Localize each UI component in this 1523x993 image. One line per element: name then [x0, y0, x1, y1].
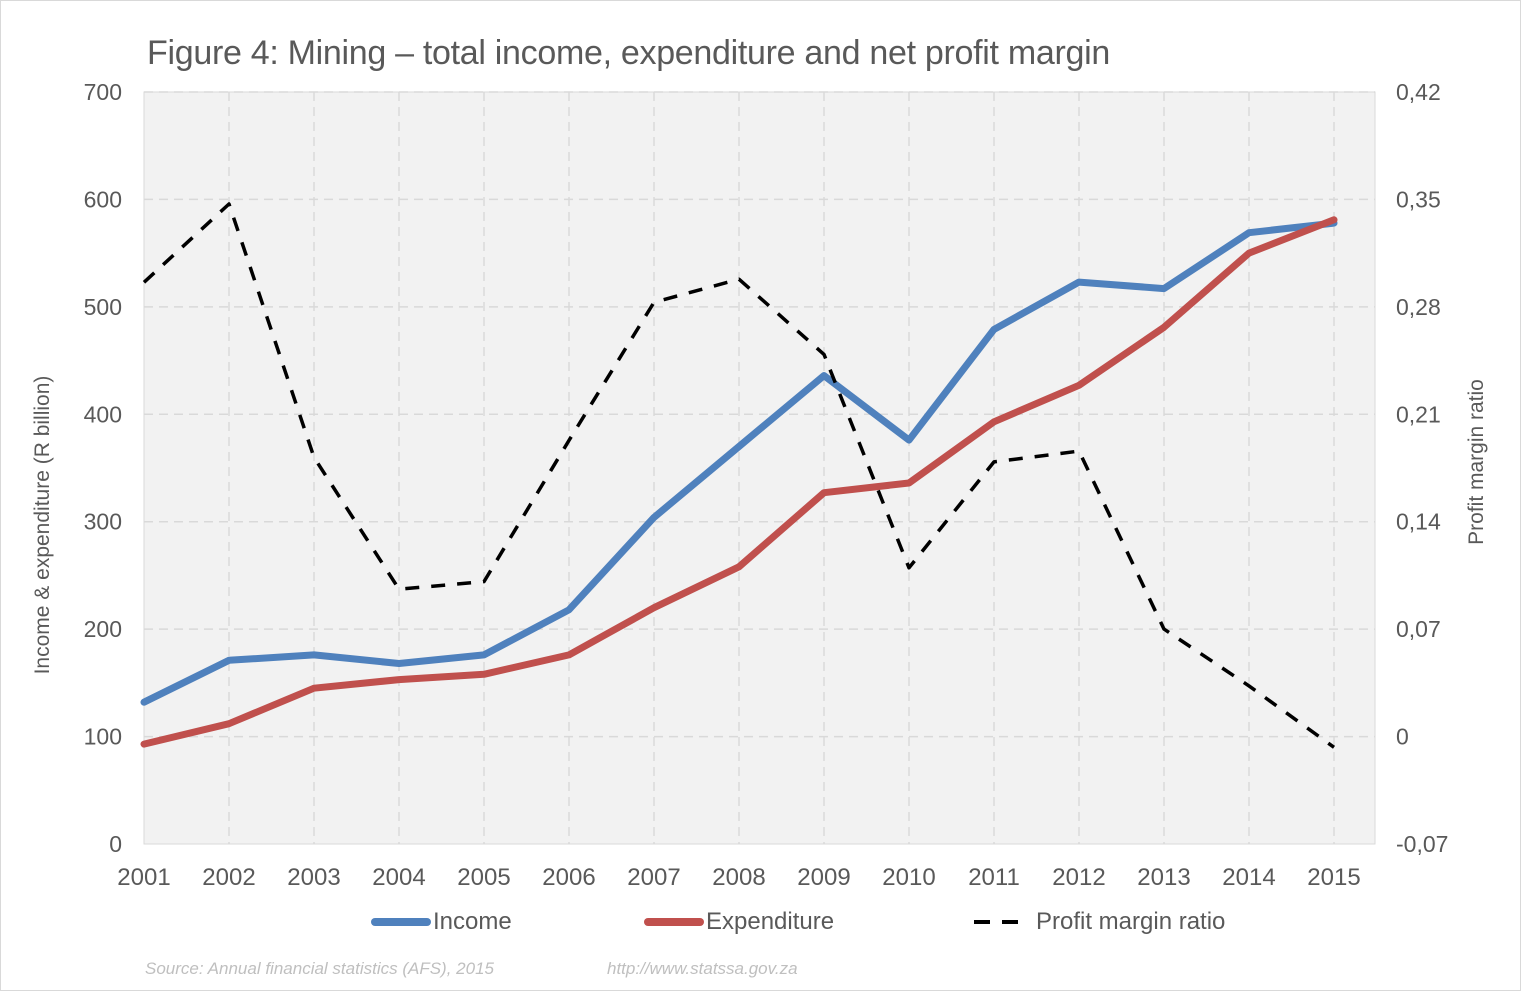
legend-label-income: Income [433, 908, 512, 935]
legend-swatch-expenditure [644, 918, 704, 926]
x-tick-label: 2010 [882, 864, 935, 891]
x-tick-label: 2015 [1307, 864, 1360, 891]
y2-tick-label: 0,14 [1396, 509, 1441, 535]
x-tick-label: 2008 [712, 864, 765, 891]
series-lines [140, 202, 1338, 749]
x-tick-label: 2013 [1137, 864, 1190, 891]
y-tick-label: 200 [84, 616, 122, 642]
gridlines [144, 91, 1375, 844]
series-line-income [140, 219, 1338, 706]
x-tick-label: 2001 [117, 864, 170, 891]
legend-label-profit-margin: Profit margin ratio [1036, 908, 1226, 935]
legend-swatch-income [371, 918, 431, 926]
y2-tick-label: 0,35 [1396, 186, 1441, 212]
y2-tick-label: 0 [1396, 724, 1409, 750]
x-tick-label: 2006 [542, 864, 595, 891]
x-tick-label: 2003 [287, 864, 340, 891]
legend-item-income: Income [371, 908, 512, 936]
y2-tick-label: -0,07 [1396, 831, 1448, 857]
legend-swatch-profit-margin [974, 920, 1022, 924]
y-axis-ticks: 0 100 200 300 400 500 600 700 [84, 79, 122, 857]
series-line-profit-margin-ratio [142, 202, 1336, 749]
source-url: http://www.statssa.gov.za [607, 959, 798, 978]
y-axis-title: Income & expenditure (R billion) [31, 376, 54, 675]
y2-axis-title: Profit margin ratio [1465, 379, 1488, 545]
legend: Income Expenditure Profit margin ratio [0, 908, 1523, 942]
y2-tick-label: 0,28 [1396, 294, 1441, 320]
y-tick-label: 600 [84, 186, 122, 212]
y-tick-label: 0 [109, 831, 122, 857]
x-tick-label: 2007 [627, 864, 680, 891]
y-tick-label: 500 [84, 294, 122, 320]
legend-item-expenditure: Expenditure [644, 908, 834, 936]
x-tick-label: 2012 [1052, 864, 1105, 891]
x-tick-label: 2004 [372, 864, 425, 891]
x-tick-label: 2011 [968, 864, 1020, 891]
y-tick-label: 700 [84, 79, 122, 105]
y-tick-label: 300 [84, 509, 122, 535]
legend-item-profit-margin: Profit margin ratio [974, 908, 1225, 936]
x-tick-label: 2009 [797, 864, 850, 891]
y-tick-label: 400 [84, 401, 122, 427]
y2-tick-label: 0,42 [1396, 79, 1441, 105]
plot-area [143, 91, 1376, 845]
y-tick-label: 100 [84, 724, 122, 750]
source-note: Source: Annual financial statistics (AFS… [145, 959, 494, 978]
y2-tick-label: 0,21 [1396, 401, 1441, 427]
y2-tick-label: 0,07 [1396, 616, 1441, 642]
x-axis-ticks: 2001 2002 2003 2004 2005 2006 2007 2008 2009 2010… [117, 864, 1360, 891]
x-tick-label: 2002 [202, 864, 255, 891]
x-tick-label: 2005 [457, 864, 510, 891]
x-tick-label: 2014 [1222, 864, 1275, 891]
chart-title: Figure 4: Mining – total income, expendi… [147, 34, 1110, 72]
legend-label-expenditure: Expenditure [706, 908, 835, 935]
y2-axis-ticks: -0,07 0 0,07 0,14 0,21 0,28 0,35 0,42 [1396, 79, 1448, 857]
series-line-expenditure [140, 216, 1338, 748]
